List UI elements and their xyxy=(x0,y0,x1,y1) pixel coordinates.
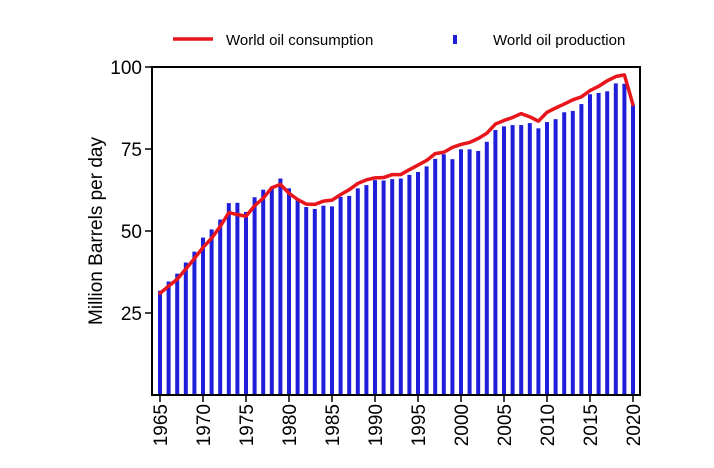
production-bar-2001 xyxy=(467,149,472,395)
x-tick-label-2015: 2015 xyxy=(581,404,602,446)
production-bar-1972 xyxy=(218,219,223,395)
x-tick-label-1965: 1965 xyxy=(151,404,172,446)
x-tick-label-1985: 1985 xyxy=(323,404,344,446)
production-bar-2018 xyxy=(613,83,618,396)
x-tick-label-2005: 2005 xyxy=(495,404,516,446)
legend-production-label: World oil production xyxy=(493,32,625,49)
production-bar-1965 xyxy=(158,290,162,395)
legend: World oil consumption World oil producti… xyxy=(173,32,625,49)
production-bar-1970 xyxy=(201,237,205,395)
plot-frame xyxy=(151,66,641,396)
production-bar-2006 xyxy=(510,125,515,395)
production-bar-1989 xyxy=(364,185,369,395)
production-bar-2010 xyxy=(545,122,549,395)
production-bar-2019 xyxy=(622,83,627,395)
x-tick-label-2000: 2000 xyxy=(452,404,473,446)
production-bar-1998 xyxy=(441,154,446,395)
production-bar-1974 xyxy=(235,202,240,395)
production-bar-1997 xyxy=(433,158,438,395)
production-bar-2020 xyxy=(631,105,635,396)
production-bar-1971 xyxy=(209,229,214,395)
legend-consumption-label: World oil consumption xyxy=(226,32,373,49)
x-tick-label-2020: 2020 xyxy=(624,404,645,446)
production-bar-2000 xyxy=(459,149,463,395)
x-tick-label-1975: 1975 xyxy=(237,404,258,446)
production-bar-1966 xyxy=(166,281,171,395)
production-bar-1978 xyxy=(269,186,274,395)
production-bar-1984 xyxy=(321,205,326,395)
production-bar-1992 xyxy=(390,179,395,395)
x-tick-label-1995: 1995 xyxy=(409,404,430,446)
production-bar-1986 xyxy=(338,196,343,395)
y-axis-label: Million Barrels per day xyxy=(86,137,107,325)
production-bar-1967 xyxy=(175,273,180,395)
production-bar-2007 xyxy=(519,125,524,395)
production-bar-1979 xyxy=(278,178,283,395)
production-bar-1969 xyxy=(192,251,197,395)
production-bar-1985 xyxy=(330,206,334,395)
legend-production-swatch xyxy=(453,35,457,44)
consumption-line xyxy=(158,73,635,296)
production-bar-2017 xyxy=(605,91,610,396)
production-bar-2002 xyxy=(476,150,481,395)
production-bar-1973 xyxy=(226,203,231,395)
x-axis: 1965 1970 1975 1980 1985 1990 1995 2000 2005 2010… xyxy=(151,395,645,446)
production-bar-1990 xyxy=(373,180,377,395)
production-bar-2016 xyxy=(596,92,601,395)
x-tick-label-1980: 1980 xyxy=(280,404,301,446)
y-axis: 25 50 75 100 xyxy=(110,58,152,325)
production-bar-1988 xyxy=(355,188,360,395)
production-bar-1980 xyxy=(287,188,291,395)
production-bar-2008 xyxy=(527,123,532,395)
production-bar-1976 xyxy=(252,197,257,395)
production-bar-1981 xyxy=(295,199,300,395)
production-bar-1999 xyxy=(450,159,455,395)
production-bar-2005 xyxy=(502,126,506,396)
production-bar-1968 xyxy=(183,262,188,395)
production-bar-1975 xyxy=(244,211,248,395)
production-bar-1996 xyxy=(424,166,429,395)
production-bar-1995 xyxy=(416,171,420,395)
production-bar-1983 xyxy=(312,209,317,395)
x-tick-label-1970: 1970 xyxy=(194,404,215,446)
production-bar-2004 xyxy=(493,129,498,396)
production-bar-2013 xyxy=(570,110,575,395)
bars-layer xyxy=(158,83,635,396)
production-bar-1987 xyxy=(347,195,352,395)
production-bar-2015 xyxy=(588,94,592,395)
production-bar-2003 xyxy=(484,141,489,395)
production-bar-1977 xyxy=(261,189,266,395)
production-bar-2011 xyxy=(553,119,558,396)
y-tick-label-75: 75 xyxy=(121,140,142,161)
production-bar-2012 xyxy=(562,112,567,395)
production-bar-1993 xyxy=(398,178,403,395)
y-tick-label-100: 100 xyxy=(110,58,142,79)
production-bar-1994 xyxy=(407,174,412,395)
production-bar-1991 xyxy=(381,180,386,395)
y-tick-label-50: 50 xyxy=(121,222,142,243)
production-bar-2014 xyxy=(579,104,584,395)
x-tick-label-1990: 1990 xyxy=(366,404,387,446)
production-bar-2009 xyxy=(536,128,541,395)
x-tick-label-2010: 2010 xyxy=(538,404,559,446)
y-tick-label-25: 25 xyxy=(121,304,142,325)
production-bar-1982 xyxy=(304,207,309,395)
